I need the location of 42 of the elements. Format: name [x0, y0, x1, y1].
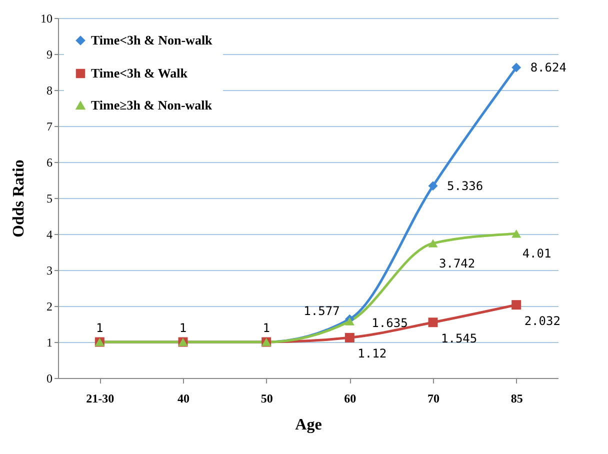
y-tick-label: 0 [46, 372, 52, 386]
point [428, 239, 438, 248]
point [428, 181, 438, 191]
point [512, 230, 522, 238]
data-label: 5.336 [447, 178, 484, 193]
data-label: 4.01 [522, 246, 552, 261]
data-label: 1 [96, 321, 104, 335]
y-tick-label: 7 [46, 120, 52, 134]
data-label: 1.577 [304, 304, 340, 318]
x-tick-label: 50 [260, 392, 273, 406]
y-tick-label: 10 [40, 12, 52, 26]
y-tick-label: 5 [46, 192, 52, 206]
x-axis-title: Age [295, 416, 322, 434]
data-label: 8.624 [530, 60, 566, 75]
legend-label: Time<3h & Non-walk [91, 32, 214, 48]
y-tick-label: 8 [46, 84, 52, 98]
y-axis-title: Odds Ratio [10, 160, 28, 238]
data-label: 1.12 [358, 346, 387, 361]
point [344, 317, 354, 326]
data-label: 1 [179, 321, 187, 335]
y-tick-label: 4 [46, 228, 52, 242]
data-label: 3.742 [439, 256, 476, 270]
x-tick-label: 70 [428, 392, 440, 406]
x-tick-label: 40 [178, 392, 190, 406]
data-label: 2.032 [524, 314, 560, 328]
data-label: 1 [262, 321, 270, 335]
point [344, 332, 354, 342]
x-tick-label: 85 [510, 392, 523, 406]
x-tick-label: 60 [344, 392, 356, 406]
x-tick-label: 21-30 [86, 392, 114, 406]
y-tick-label: 3 [46, 264, 52, 278]
data-label: 1.545 [441, 331, 478, 346]
y-tick-label: 9 [46, 48, 52, 62]
y-tick-label: 1 [46, 336, 52, 350]
point [512, 300, 522, 310]
y-tick-label: 2 [46, 300, 52, 314]
y-tick-label: 6 [46, 156, 52, 170]
legend-label: Time≥3h & Non-walk [91, 98, 213, 112]
point [428, 318, 438, 328]
legend-label: Time<3h & Walk [91, 66, 188, 80]
data-label: 1.635 [372, 316, 408, 330]
point [512, 62, 522, 72]
